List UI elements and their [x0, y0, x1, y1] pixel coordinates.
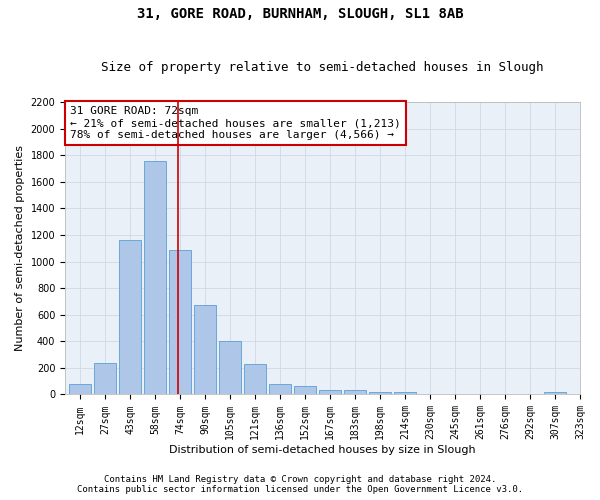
Bar — [344, 390, 365, 394]
Title: Size of property relative to semi-detached houses in Slough: Size of property relative to semi-detach… — [101, 62, 544, 74]
Bar — [370, 392, 391, 394]
Bar — [145, 160, 166, 394]
Bar — [220, 342, 241, 394]
Bar — [319, 390, 341, 394]
Bar — [544, 392, 566, 394]
Y-axis label: Number of semi-detached properties: Number of semi-detached properties — [15, 146, 25, 352]
Bar — [269, 384, 290, 394]
Bar — [394, 392, 416, 394]
Bar — [94, 362, 116, 394]
Bar — [169, 250, 191, 394]
Bar — [70, 384, 91, 394]
X-axis label: Distribution of semi-detached houses by size in Slough: Distribution of semi-detached houses by … — [169, 445, 476, 455]
Text: 31, GORE ROAD, BURNHAM, SLOUGH, SL1 8AB: 31, GORE ROAD, BURNHAM, SLOUGH, SL1 8AB — [137, 8, 463, 22]
Bar — [119, 240, 140, 394]
Bar — [295, 386, 316, 394]
Bar — [244, 364, 266, 394]
Text: Contains HM Land Registry data © Crown copyright and database right 2024.
Contai: Contains HM Land Registry data © Crown c… — [77, 474, 523, 494]
Bar — [194, 306, 215, 394]
Text: 31 GORE ROAD: 72sqm
← 21% of semi-detached houses are smaller (1,213)
78% of sem: 31 GORE ROAD: 72sqm ← 21% of semi-detach… — [70, 106, 401, 140]
